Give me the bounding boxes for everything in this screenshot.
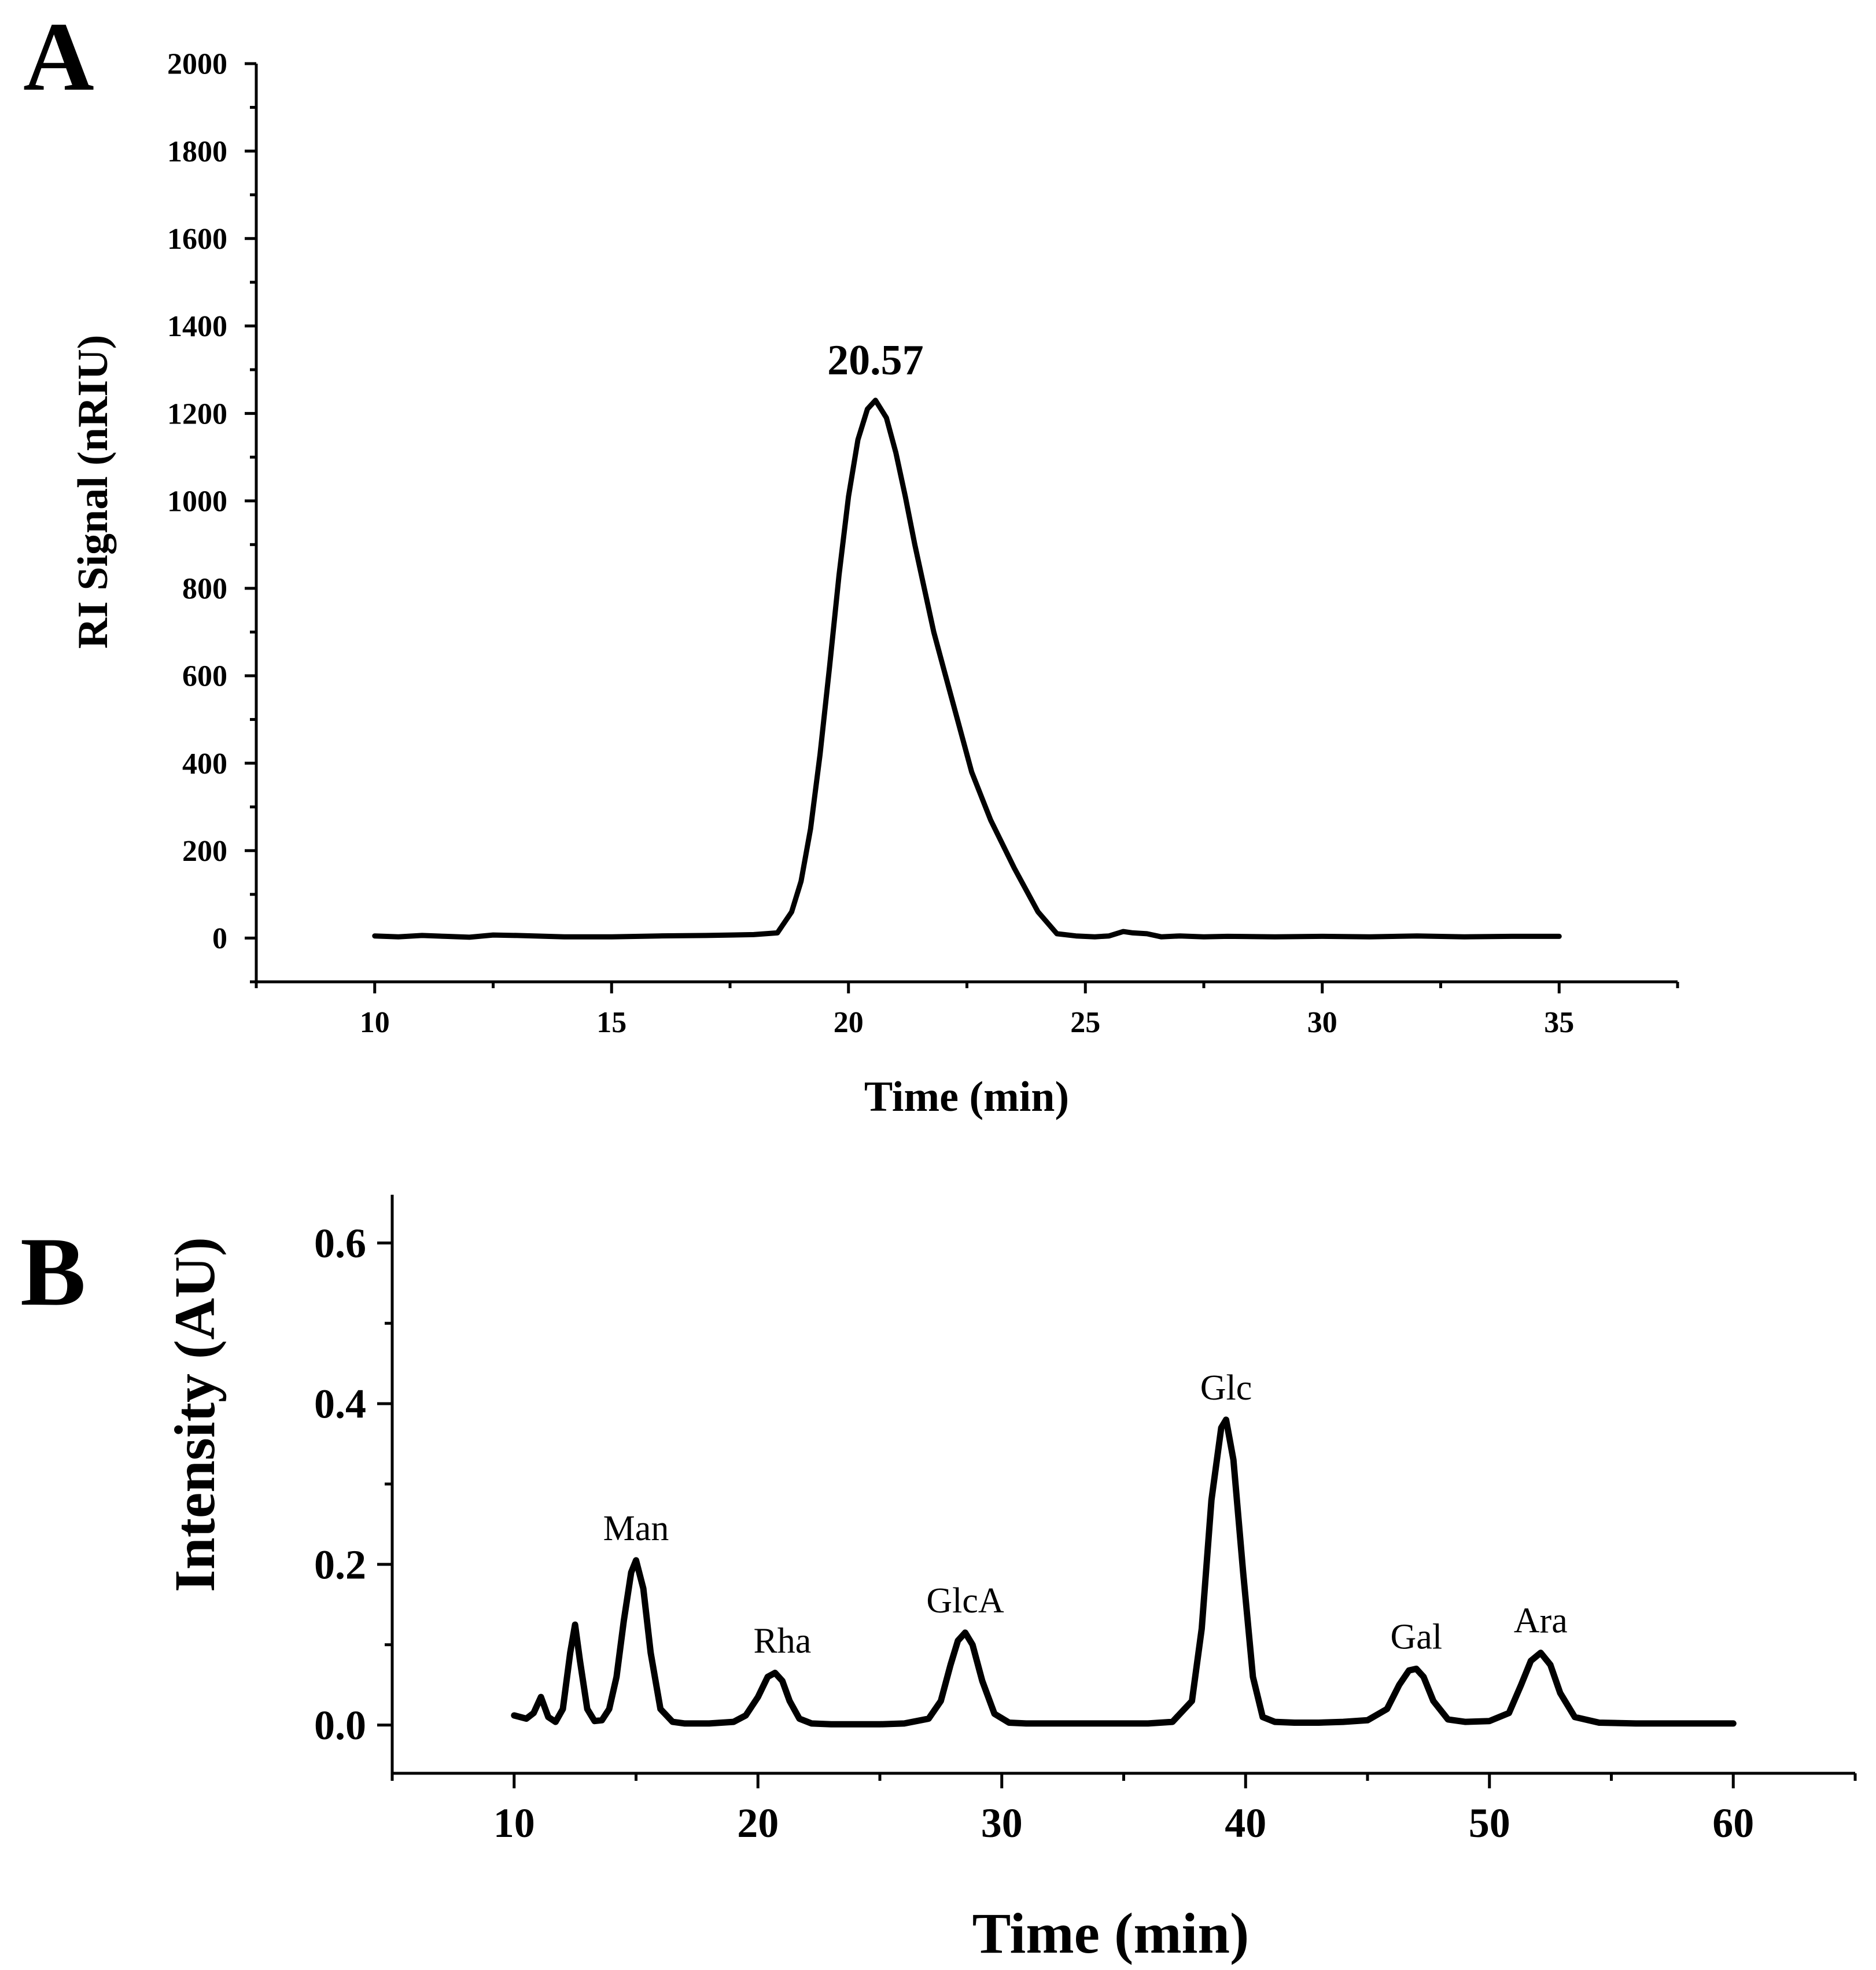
y-tick-label: 200 xyxy=(182,835,227,868)
x-tick-label: 10 xyxy=(493,1800,535,1846)
y-tick-label: 1200 xyxy=(167,397,227,430)
x-tick-label: 10 xyxy=(360,1006,390,1039)
x-tick-label: 20 xyxy=(834,1006,864,1039)
panel-a-xlabel: Time (min) xyxy=(864,1073,1069,1121)
peak-time-label: 20.57 xyxy=(827,337,924,384)
panel-a-ri-trace xyxy=(372,397,1562,940)
panel-b-letter: B xyxy=(20,1217,86,1326)
peak-label-glca: GlcA xyxy=(926,1581,1004,1621)
peak-label-glc: Glc xyxy=(1200,1368,1252,1408)
y-tick-label: 0.0 xyxy=(314,1702,366,1748)
y-tick-label: 1000 xyxy=(167,485,227,518)
x-tick-label: 35 xyxy=(1544,1006,1574,1039)
y-tick-label: 1800 xyxy=(167,135,227,168)
peak-label-ara: Ara xyxy=(1514,1601,1568,1641)
y-tick-label: 600 xyxy=(182,660,227,693)
y-tick-label: 0 xyxy=(212,922,227,955)
panel-b-intensity-trace xyxy=(511,1416,1737,1728)
x-tick-label: 60 xyxy=(1712,1800,1754,1846)
panel-b-ticks: 10 20 30 40 50 60 0.0 0.2 0.4 0.6 xyxy=(314,1220,1857,1846)
y-tick-label: 0.6 xyxy=(314,1220,366,1266)
panel-a-ticks: 10 15 20 25 30 35 0 200 400 600 800 1000 1200 1400 160… xyxy=(167,48,1679,1039)
peak-label-rha: Rha xyxy=(753,1621,811,1660)
panel-b-ylabel: Intensity (AU) xyxy=(163,1237,227,1592)
panel-a-annotations: 20.57 xyxy=(827,337,924,384)
y-tick-label: 400 xyxy=(182,748,227,780)
y-tick-label: 0.2 xyxy=(314,1541,366,1588)
peak-label-gal: Gal xyxy=(1391,1617,1443,1656)
x-tick-label: 15 xyxy=(596,1006,626,1039)
x-tick-label: 20 xyxy=(737,1800,779,1846)
x-tick-label: 30 xyxy=(1307,1006,1337,1039)
y-tick-label: 1600 xyxy=(167,223,227,256)
x-tick-label: 30 xyxy=(981,1800,1023,1846)
y-tick-label: 800 xyxy=(182,573,227,606)
x-tick-label: 25 xyxy=(1070,1006,1100,1039)
panel-b-xlabel: Time (min) xyxy=(972,1901,1250,1965)
x-tick-label: 40 xyxy=(1225,1800,1266,1846)
y-tick-label: 2000 xyxy=(167,48,227,81)
panel-a-ylabel: RI Signal (nRIU) xyxy=(69,335,117,649)
peak-label-man: Man xyxy=(603,1509,669,1548)
panel-a-axes xyxy=(255,64,1678,984)
panel-b-peak-labels: Man Rha GlcA Glc Gal Ara xyxy=(603,1368,1568,1661)
panel-a: A 10 15 20 25 30 3502004006008001000120014001… xyxy=(23,2,1679,1121)
x-tick-label: 50 xyxy=(1469,1800,1510,1846)
y-tick-label: 1400 xyxy=(167,310,227,343)
panel-a-letter: A xyxy=(23,2,94,111)
y-tick-label: 0.4 xyxy=(314,1381,366,1427)
panel-b: B 10 20 30 40 50 60 0.0 0.2 0.4 0.6 Man Rha GlcA Glc… xyxy=(20,1195,1857,1965)
